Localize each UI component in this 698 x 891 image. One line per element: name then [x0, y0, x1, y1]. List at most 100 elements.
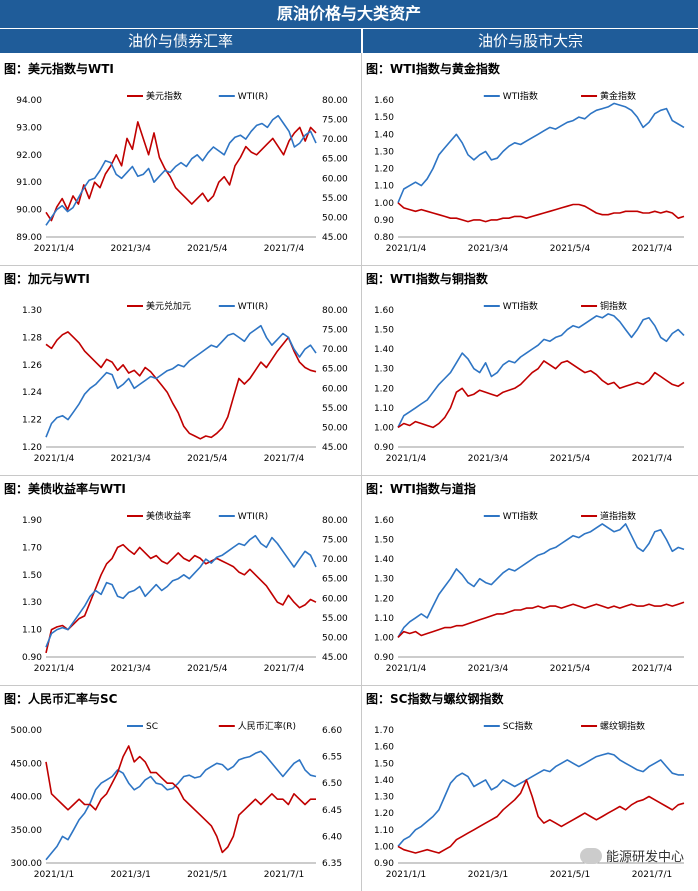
chart-svg: 1.601.501.401.301.201.101.000.900.802021… [374, 90, 685, 254]
y-right-tick-label: 65.00 [322, 155, 348, 165]
y-right-tick-label: 6.45 [322, 806, 342, 816]
y-left-tick-label: 1.30 [374, 575, 394, 585]
y-right-tick-label: 6.40 [322, 832, 342, 842]
x-tick-label: 2021/1/4 [34, 244, 75, 254]
y-left-tick-label: 1.00 [374, 633, 394, 643]
y-left-tick-label: 1.50 [374, 536, 394, 546]
x-tick-label: 2021/3/4 [468, 664, 509, 674]
series-line-1 [397, 360, 685, 429]
y-left-tick-label: 1.30 [374, 365, 394, 375]
chart-svg: 1.30 1.28 1.26 1.24 1.22 1.20 80.00 75.00 70.00 6… [22, 300, 348, 464]
y-left-tick-label: 1.20 [374, 165, 394, 175]
legend-label: WTI(R) [238, 92, 268, 102]
series-line-0 [45, 543, 317, 654]
y-right-tick-label: 50.00 [322, 213, 348, 223]
y-right-tick-label: 50.00 [322, 633, 348, 643]
chart-svg: 1.90 1.70 1.50 1.30 1.10 0.90 80.00 75.00 70.00 6… [22, 510, 348, 674]
chart-panel-p1: 图：美元指数与WTI 94.00 93.00 92.00 91.00 90.00 89.00… [0, 60, 360, 265]
chart-title: 图：人民币汇率与SC [4, 692, 118, 706]
legend-label: WTI指数 [503, 300, 538, 312]
x-tick-label: 2021/1/4 [386, 244, 427, 254]
y-left-tick-label: 0.80 [374, 233, 394, 243]
y-left-tick-label: 1.30 [22, 598, 42, 608]
legend-label: SC [146, 722, 158, 732]
y-right-tick-label: 6.60 [322, 726, 342, 736]
y-left-tick-label: 1.60 [374, 743, 394, 753]
y-left-tick-label: 1.10 [374, 404, 394, 414]
right-section-header: 油价与股市大宗 [363, 29, 698, 53]
x-tick-label: 2021/7/4 [632, 244, 673, 254]
y-left-tick-label: 1.20 [374, 809, 394, 819]
chart-title: 图：WTI指数与黄金指数 [366, 62, 500, 76]
series-line-0 [45, 750, 317, 861]
x-tick-label: 2021/5/1 [187, 870, 227, 880]
y-left-tick-label: 1.50 [22, 571, 42, 581]
chart-svg: 94.00 93.00 92.00 91.00 90.00 89.00 80.00 75.00… [16, 90, 348, 254]
legend-label: WTI(R) [238, 302, 268, 312]
y-left-tick-label: 1.20 [22, 443, 42, 453]
y-right-tick-label: 45.00 [322, 233, 348, 243]
chart-title: 图：WTI指数与道指 [366, 482, 476, 496]
x-tick-label: 2021/3/1 [468, 870, 508, 880]
chart-panel-p2: 图：WTI指数与黄金指数 1.60 1.50 1.40 1.30 1.20 1.10 1.00… [362, 60, 698, 265]
legend-label: 铜指数 [600, 300, 627, 312]
series-line-1 [397, 202, 685, 223]
y-left-tick-label: 1.50 [374, 759, 394, 769]
y-left-tick-label: 1.40 [374, 555, 394, 565]
row-divider [0, 685, 698, 686]
y-right-tick-label: 45.00 [322, 443, 348, 453]
y-left-tick-label: 0.90 [22, 653, 42, 663]
row-divider [0, 475, 698, 476]
y-left-tick-label: 1.30 [374, 793, 394, 803]
y-left-tick-label: 91.00 [16, 178, 42, 188]
chart-title: 图：WTI指数与铜指数 [366, 272, 488, 286]
y-left-tick-label: 1.60 [374, 96, 394, 106]
y-right-tick-label: 6.50 [322, 779, 342, 789]
y-left-tick-label: 1.20 [374, 384, 394, 394]
chart-title: 图：SC指数与螺纹钢指数 [366, 692, 504, 706]
series-line-0 [397, 752, 684, 847]
chart-svg: 500.00 450.00 400.00 350.00 300.00 6.60 6.55 6.… [11, 720, 343, 880]
legend-label: SC指数 [503, 720, 533, 732]
series-line-0 [45, 331, 317, 440]
x-tick-label: 2021/1/1 [34, 870, 74, 880]
chart-panel-p3: 图：加元与WTI 1.30 1.28 1.26 1.24 1.22 1.20 80.00 75.… [0, 270, 360, 475]
legend-label: WTI(R) [238, 512, 268, 522]
y-right-tick-label: 6.35 [322, 859, 342, 869]
y-left-tick-label: 300.00 [11, 859, 43, 869]
y-left-tick-label: 1.22 [22, 416, 42, 426]
watermark: 能源研发中心 [579, 846, 684, 865]
x-tick-label: 2021/5/1 [550, 870, 590, 880]
x-tick-label: 2021/5/4 [550, 664, 591, 674]
y-left-tick-label: 1.26 [22, 361, 42, 371]
chart-svg: 1.701.601.501.401.301.201.101.000.902021… [374, 720, 685, 880]
y-right-tick-label: 60.00 [322, 594, 348, 604]
column-divider [361, 53, 362, 891]
y-left-tick-label: 1.00 [374, 423, 394, 433]
y-right-tick-label: 70.00 [322, 555, 348, 565]
y-left-tick-label: 1.10 [374, 614, 394, 624]
x-tick-label: 2021/3/4 [468, 244, 509, 254]
y-left-tick-label: 0.90 [374, 443, 394, 453]
y-right-tick-label: 60.00 [322, 174, 348, 184]
y-right-tick-label: 55.00 [322, 194, 348, 204]
y-right-tick-label: 45.00 [322, 653, 348, 663]
y-left-tick-label: 93.00 [16, 123, 42, 133]
y-left-tick-label: 1.40 [374, 345, 394, 355]
y-left-tick-label: 0.90 [374, 653, 394, 663]
series-line-1 [45, 114, 317, 226]
left-section-header: 油价与债券汇率 [0, 29, 361, 53]
x-tick-label: 2021/3/4 [110, 244, 151, 254]
y-right-tick-label: 80.00 [322, 306, 348, 316]
y-left-tick-label: 90.00 [16, 206, 42, 216]
x-tick-label: 2021/7/1 [264, 870, 304, 880]
series-line-1 [45, 324, 317, 438]
x-tick-label: 2021/1/4 [386, 664, 427, 674]
legend-label: WTI指数 [503, 90, 538, 102]
x-tick-label: 2021/1/4 [386, 454, 427, 464]
y-right-tick-label: 80.00 [322, 516, 348, 526]
series-line-1 [397, 601, 685, 638]
y-left-tick-label: 1.70 [374, 726, 394, 736]
y-right-tick-label: 65.00 [322, 365, 348, 375]
y-right-tick-label: 50.00 [322, 423, 348, 433]
